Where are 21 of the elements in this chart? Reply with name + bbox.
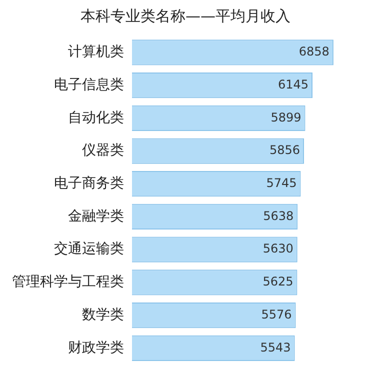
- y-tick-label: 电子信息类: [54, 76, 124, 93]
- data-label: 6145: [278, 77, 309, 92]
- data-label: 5745: [266, 176, 297, 190]
- y-tick-label: 金融学类: [68, 208, 124, 224]
- data-label: 5856: [269, 143, 300, 158]
- y-tick-label: 计算机类: [68, 44, 124, 60]
- chart-title: 本科专业类名称——平均月收入: [80, 6, 290, 25]
- data-label: 5576: [261, 307, 292, 322]
- data-label: 5630: [262, 242, 294, 256]
- data-label: 6858: [298, 44, 330, 59]
- y-tick-label: 财政学类: [68, 340, 124, 356]
- data-label: 5543: [260, 340, 291, 354]
- y-tick-label: 交通运输类: [54, 241, 124, 258]
- data-label: 5625: [262, 274, 294, 289]
- data-label: 5638: [263, 208, 294, 223]
- y-tick-label: 仪器类: [82, 142, 124, 159]
- data-label: 5899: [270, 110, 302, 124]
- y-tick-label: 电子商务类: [54, 176, 124, 192]
- y-tick-label: 数学类: [82, 306, 124, 323]
- y-tick-label: 管理科学与工程类: [12, 274, 124, 290]
- y-tick-label: 自动化类: [68, 110, 124, 126]
